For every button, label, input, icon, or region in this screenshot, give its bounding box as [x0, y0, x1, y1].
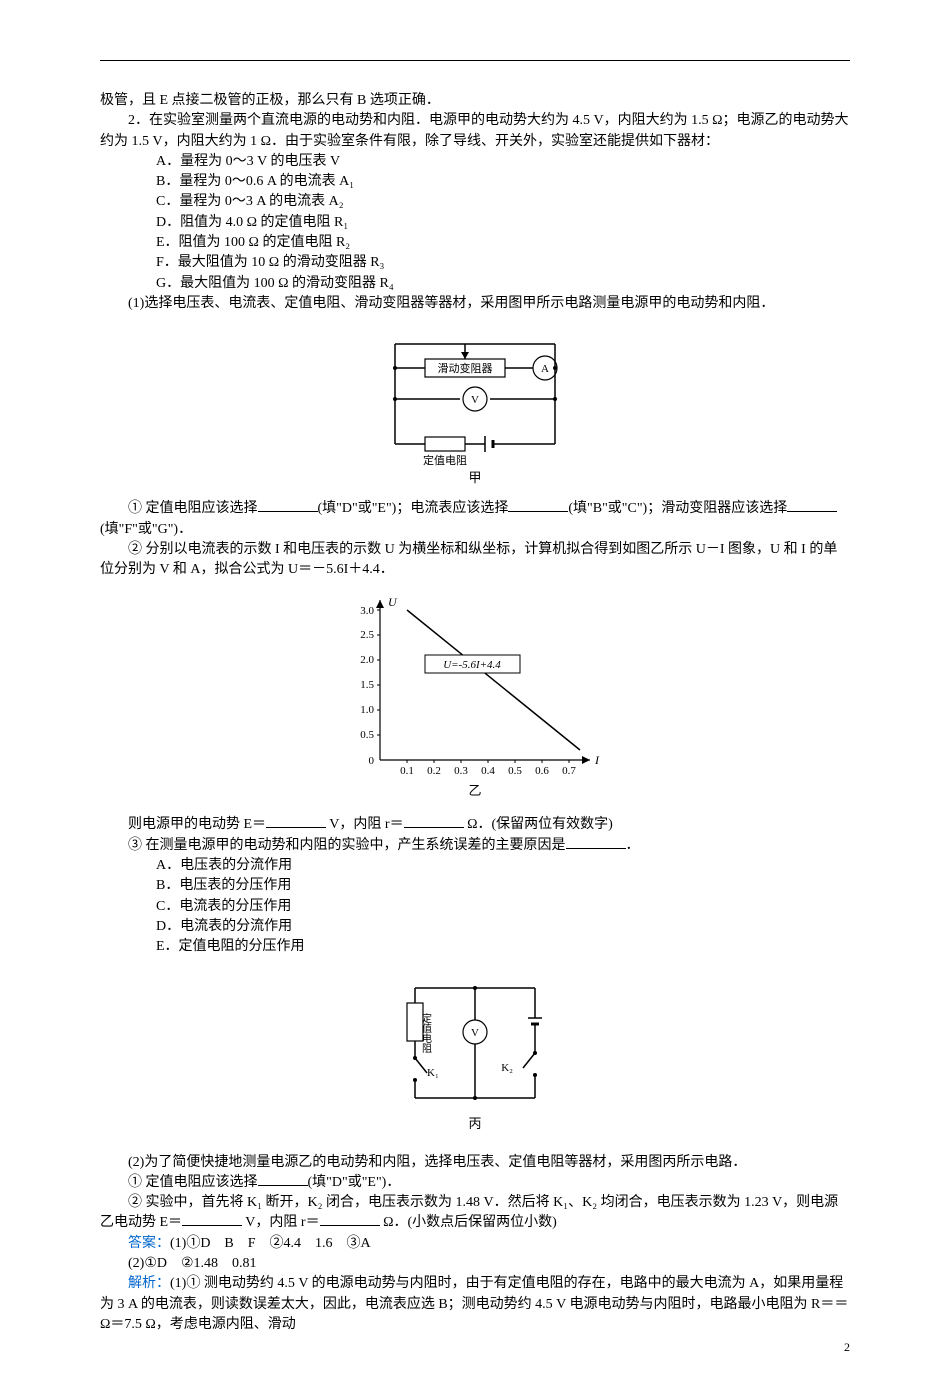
equip-f: F．最大阻值为 10 Ω 的滑动变阻器 R₃	[100, 253, 850, 273]
figure-jia: 滑动变阻器 A V 定值电阻 甲	[100, 324, 850, 489]
fig2-caption: 乙	[468, 783, 481, 798]
equip-a: A．量程为 0～3 V 的电压表 V	[100, 152, 850, 172]
equip-c: C．量程为 0～3 A 的电流表 A₂	[100, 192, 850, 212]
q1-2: ② 分别以电流表的示数 I 和电压表的示数 U 为横坐标和纵坐标，计算机拟合得到…	[100, 540, 850, 581]
svg-text:U=-5.6I+4.4: U=-5.6I+4.4	[443, 659, 501, 671]
part1: (1)选择电压表、电流表、定值电阻、滑动变阻器等器材，采用图甲所示电路测量电源甲…	[100, 294, 850, 314]
page-number: 2	[844, 1340, 850, 1355]
analysis: 解析：(1)① 测电动势约 4.5 V 的电源电动势与内阻时，由于有定值电阻的存…	[100, 1274, 850, 1335]
fig1-r-label: 定值电阻	[423, 453, 467, 467]
svg-text:0.5: 0.5	[508, 765, 522, 777]
svg-text:V: V	[471, 394, 479, 406]
circuit-jia-svg: 滑动变阻器 A V 定值电阻 甲	[365, 324, 585, 484]
opt-a: A．电压表的分流作用	[100, 856, 850, 876]
equip-b: B．量程为 0～0.6 A 的电流表 A₁	[100, 172, 850, 192]
fig3-caption: 丙	[468, 1116, 481, 1131]
svg-text:K₁: K₁	[427, 1067, 439, 1079]
q2-2: ② 实验中，首先将 K₁ 断开，K₂ 闭合，电压表示数为 1.48 V．然后将 …	[100, 1193, 850, 1234]
svg-text:0.3: 0.3	[454, 765, 468, 777]
svg-text:定值电阻: 定值电阻	[420, 1011, 432, 1053]
svg-text:0.7: 0.7	[562, 765, 576, 777]
header-rule	[100, 60, 850, 61]
svg-text:0.5: 0.5	[360, 729, 374, 741]
answer-line2: (2)①D ②1.48 0.81	[100, 1254, 850, 1274]
fig1-slider-label: 滑动变阻器	[438, 361, 493, 375]
opt-d: D．电流表的分流作用	[100, 917, 850, 937]
svg-text:0: 0	[369, 755, 375, 767]
answer-line1: 答案：(1)①D B F ②4.4 1.6 ③A	[100, 1234, 850, 1254]
svg-text:1.5: 1.5	[360, 679, 374, 691]
svg-text:K₂: K₂	[501, 1062, 513, 1074]
svg-text:2.0: 2.0	[360, 654, 374, 666]
svg-text:U: U	[388, 595, 398, 609]
svg-text:2.5: 2.5	[360, 629, 374, 641]
svg-text:0.1: 0.1	[400, 765, 414, 777]
q1-1: ① 定值电阻应该选择(填"D"或"E")；电流表应该选择(填"B"或"C")；滑…	[100, 499, 850, 540]
opt-e: E．定值电阻的分压作用	[100, 937, 850, 957]
q1-2b: 则电源甲的电动势 E＝ V，内阻 r＝ Ω．(保留两位有效数字)	[100, 815, 850, 835]
opt-c: C．电流表的分压作用	[100, 897, 850, 917]
opt-b: B．电压表的分压作用	[100, 876, 850, 896]
q2-1: ① 定值电阻应该选择(填"D"或"E")．	[100, 1173, 850, 1193]
figure-bing: 定值电阻 K₁ V K₂	[100, 968, 850, 1143]
svg-text:1.0: 1.0	[360, 704, 374, 716]
svg-text:3.0: 3.0	[360, 605, 374, 617]
q2-intro: 2．在实验室测量两个直流电源的电动势和内阻．电源甲的电动势大约为 4.5 V，内…	[100, 111, 850, 152]
q1-3: ③ 在测量电源甲的电动势和内阻的实验中，产生系统误差的主要原因是．	[100, 836, 850, 856]
svg-text:0.6: 0.6	[535, 765, 549, 777]
top-text: 极管，且 E 点接二极管的正极，那么只有 B 选项正确．	[100, 91, 850, 111]
equip-d: D．阻值为 4.0 Ω 的定值电阻 R₁	[100, 213, 850, 233]
equip-e: E．阻值为 100 Ω 的定值电阻 R₂	[100, 233, 850, 253]
svg-text:A: A	[541, 363, 549, 375]
answer-label: 答案：	[128, 1236, 170, 1251]
circuit-bing-svg: 定值电阻 K₁ V K₂	[385, 968, 565, 1138]
part2: (2)为了简便快捷地测量电源乙的电动势和内阻，选择电压表、定值电阻等器材，采用图…	[100, 1153, 850, 1173]
analysis-label: 解析：	[128, 1276, 170, 1291]
fig1-caption: 甲	[468, 470, 481, 484]
svg-text:0.4: 0.4	[481, 765, 495, 777]
equip-g: G．最大阻值为 100 Ω 的滑动变阻器 R₄	[100, 274, 850, 294]
svg-text:V: V	[471, 1027, 479, 1039]
chart-yi-svg: 0 0.5 1.0 1.5 2.0 2.5 3.0 0.1 0.2	[335, 590, 615, 800]
svg-text:0.2: 0.2	[427, 765, 441, 777]
figure-yi: 0 0.5 1.0 1.5 2.0 2.5 3.0 0.1 0.2	[100, 590, 850, 805]
svg-text:I: I	[594, 753, 600, 767]
